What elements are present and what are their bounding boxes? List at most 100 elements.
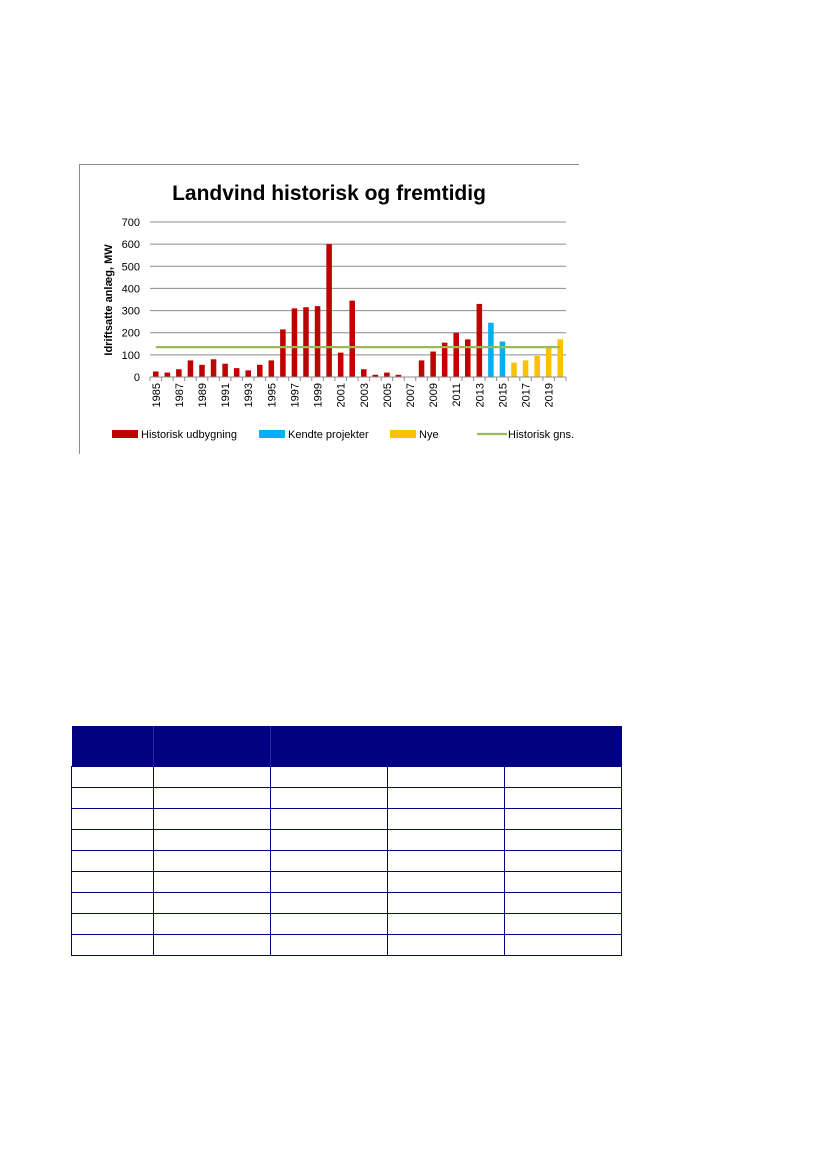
legend-swatch — [112, 430, 138, 438]
bar — [199, 364, 205, 377]
table-header-cell — [153, 726, 271, 767]
bar — [557, 339, 563, 377]
x-tick-label: 1995 — [266, 383, 278, 407]
bar — [499, 341, 506, 377]
bar-chart: Landvind historisk og fremtidig Idriftsa… — [103, 182, 574, 441]
y-tick-label: 0 — [134, 372, 140, 384]
legend-label: Kendte projekter — [288, 429, 369, 441]
bar — [511, 362, 517, 377]
bar — [418, 360, 425, 377]
chart-border-top — [79, 164, 579, 165]
x-tick-label: 2019 — [544, 383, 556, 407]
y-tick-label: 400 — [122, 283, 140, 295]
table-cell — [71, 766, 154, 788]
table-cell — [270, 850, 388, 872]
table-cell — [71, 913, 154, 935]
bars — [153, 244, 563, 377]
bar — [534, 355, 540, 377]
table-cell — [504, 871, 622, 893]
bar — [257, 364, 263, 377]
y-tick-label: 600 — [122, 239, 140, 251]
table-cell — [153, 913, 271, 935]
table-row — [71, 871, 622, 893]
x-axis-ticks: 1985 1987 1989 1991 1993 1995 1997 1999 2001 2003… — [151, 383, 556, 407]
bar — [337, 352, 344, 377]
bar — [453, 332, 459, 377]
table-cell — [387, 934, 505, 956]
bar — [372, 374, 379, 377]
table-row — [71, 766, 622, 788]
table-cell — [153, 892, 271, 914]
chart-title: Landvind historisk og fremtidig — [172, 182, 486, 205]
x-tick-label: 2009 — [428, 383, 440, 407]
table-cell — [270, 913, 388, 935]
table-header-cell — [387, 726, 505, 767]
bar — [395, 374, 402, 377]
x-tick-label: 2017 — [521, 383, 533, 407]
bar — [349, 300, 355, 377]
table-cell — [153, 829, 271, 851]
x-tick-label: 2007 — [405, 383, 417, 407]
table-row — [71, 934, 622, 956]
x-tick-label: 1993 — [243, 383, 255, 407]
bar — [303, 307, 309, 377]
table-cell — [270, 808, 388, 830]
legend-label: Nye — [419, 429, 439, 441]
x-tick-label: 2001 — [336, 383, 348, 407]
bar — [441, 342, 448, 377]
table-cell — [504, 766, 622, 788]
table-cell — [71, 934, 154, 956]
table-cell — [504, 892, 622, 914]
bar — [268, 360, 275, 377]
x-tick-label: 1991 — [220, 383, 232, 407]
bar — [245, 370, 251, 377]
table-cell — [504, 934, 622, 956]
table-cell — [153, 871, 271, 893]
bar — [361, 369, 367, 377]
table-cell — [387, 829, 505, 851]
chart-frame: Landvind historisk og fremtidig Idriftsa… — [79, 164, 579, 454]
data-table — [71, 726, 622, 956]
bar — [465, 339, 471, 377]
table-header-cell — [504, 726, 622, 767]
bar — [314, 306, 321, 377]
table-cell — [387, 850, 505, 872]
x-tick-label: 2013 — [474, 383, 486, 407]
chart-border-left — [79, 164, 80, 454]
bar — [430, 351, 436, 377]
table-cell — [153, 850, 271, 872]
bar — [176, 369, 182, 377]
y-tick-label: 500 — [122, 261, 140, 273]
table-cell — [504, 808, 622, 830]
table-cell — [504, 913, 622, 935]
bar — [545, 347, 552, 377]
table-cell — [504, 850, 622, 872]
bar — [291, 308, 298, 377]
bar — [488, 322, 494, 377]
table-row — [71, 850, 622, 872]
table-cell — [153, 766, 271, 788]
bar — [384, 372, 390, 377]
bar — [210, 359, 217, 377]
x-tick-label: 1997 — [289, 383, 301, 407]
grid-lines — [150, 221, 566, 356]
table-cell — [270, 871, 388, 893]
table-cell — [270, 892, 388, 914]
table-header-cell — [270, 726, 388, 767]
bar — [153, 371, 159, 377]
legend-swatch — [390, 430, 416, 438]
table-cell — [387, 787, 505, 809]
table-cell — [71, 808, 154, 830]
table-cell — [153, 808, 271, 830]
table-cell — [387, 913, 505, 935]
y-tick-label: 100 — [122, 350, 140, 362]
table-cell — [270, 766, 388, 788]
table-cell — [153, 934, 271, 956]
legend: Historisk udbygning Kendte projekter Nye Hi… — [112, 429, 574, 441]
table-cell — [270, 787, 388, 809]
legend-label: Historisk gns. — [508, 429, 574, 441]
bar — [164, 372, 171, 377]
table-cell — [270, 934, 388, 956]
x-tick-label: 2005 — [382, 383, 394, 407]
table-cell — [387, 871, 505, 893]
